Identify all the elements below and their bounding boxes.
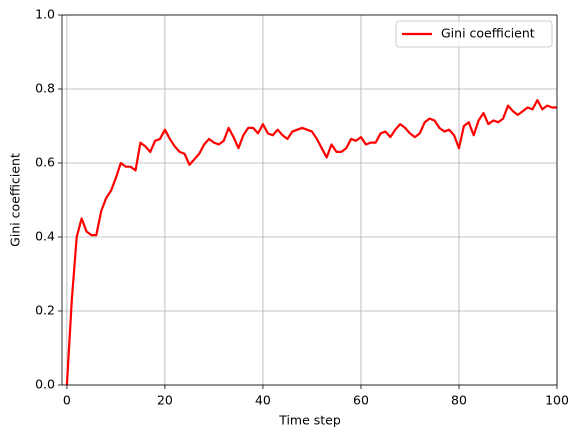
- plot-frame: [61, 14, 558, 386]
- x-tick-label: 80: [451, 393, 467, 408]
- y-tick-label: 0.0: [35, 377, 55, 392]
- legend-box: [395, 20, 553, 48]
- y-tick-label: 0.2: [35, 303, 55, 318]
- x-tick-label: 40: [255, 393, 271, 408]
- x-tick-label: 0: [63, 393, 71, 408]
- data-line: [65, 99, 557, 386]
- y-axis-label: Gini coefficient: [8, 153, 23, 247]
- x-tick-label: 60: [353, 393, 369, 408]
- y-tick-label: 0.8: [35, 81, 55, 96]
- y-tick-label: 0.4: [35, 229, 55, 244]
- x-tick-label: 20: [157, 393, 173, 408]
- x-axis-label: Time step: [278, 413, 341, 428]
- x-tick-label: 100: [545, 393, 569, 408]
- y-tick-label: 1.0: [35, 7, 55, 22]
- y-tick-label: 0.6: [35, 155, 55, 170]
- plot-area: [62, 15, 557, 385]
- legend-label: Gini coefficient: [441, 26, 535, 41]
